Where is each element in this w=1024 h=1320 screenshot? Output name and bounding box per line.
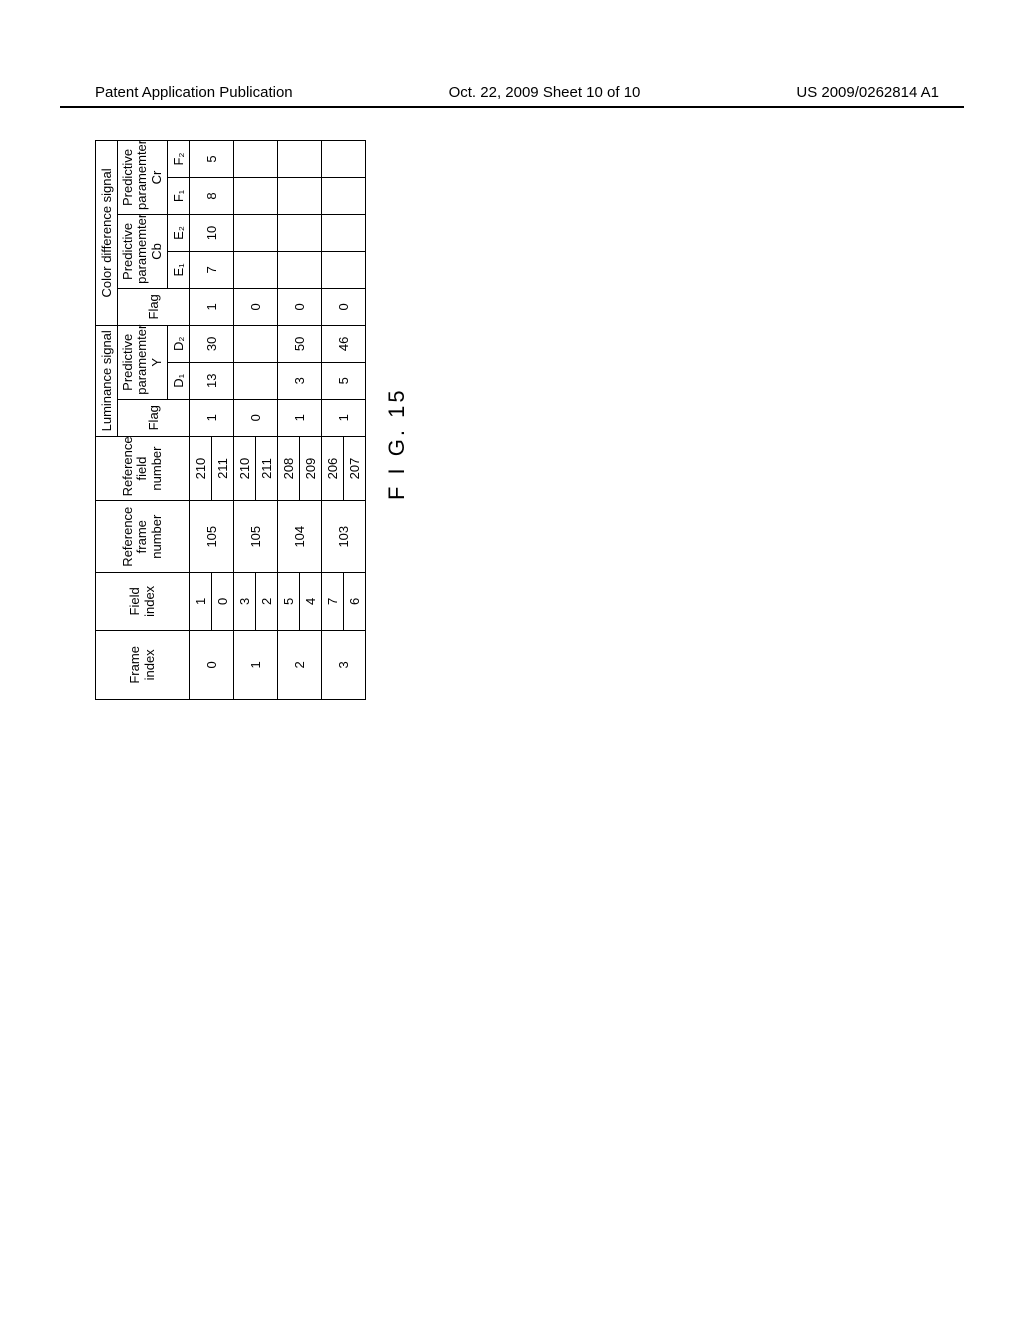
col-ref-field-number: Reference field number bbox=[96, 436, 190, 501]
header-center: Oct. 22, 2009 Sheet 10 of 10 bbox=[449, 84, 641, 101]
col-ref-frame-number: Reference frame number bbox=[96, 501, 190, 573]
cell bbox=[233, 178, 277, 215]
cell: 4 bbox=[299, 572, 321, 630]
cell bbox=[321, 214, 365, 251]
cell: 6 bbox=[343, 572, 365, 630]
col-field-index: Field index bbox=[96, 572, 190, 630]
cell bbox=[233, 251, 277, 288]
cell: 7 bbox=[189, 251, 233, 288]
cell: 0 bbox=[233, 288, 277, 325]
cell: 1 bbox=[233, 630, 277, 699]
col-pred-cr: Predictive paramemter Cr bbox=[118, 141, 168, 215]
cell: 211 bbox=[255, 436, 277, 501]
figure-15: Frame index Field index Reference frame … bbox=[95, 170, 655, 700]
group-color: Color difference signal bbox=[96, 141, 118, 326]
cell: 2 bbox=[255, 572, 277, 630]
cell: 30 bbox=[189, 325, 233, 362]
cell: 206 bbox=[321, 436, 343, 501]
cell: 46 bbox=[321, 325, 365, 362]
cell bbox=[233, 141, 277, 178]
cell: 0 bbox=[211, 572, 233, 630]
cell: 5 bbox=[277, 572, 299, 630]
cell: 105 bbox=[189, 501, 233, 573]
header-rule bbox=[60, 106, 964, 108]
cell: 3 bbox=[233, 572, 255, 630]
cell: 5 bbox=[189, 141, 233, 178]
cell: 50 bbox=[277, 325, 321, 362]
col-pred-y: Predictive paramemter Y bbox=[118, 325, 168, 399]
cell: 8 bbox=[189, 178, 233, 215]
col-e2: E₂ bbox=[167, 214, 189, 251]
cell bbox=[233, 362, 277, 399]
cell bbox=[277, 251, 321, 288]
cell: 1 bbox=[321, 399, 365, 436]
cell: 1 bbox=[189, 399, 233, 436]
cell: 7 bbox=[321, 572, 343, 630]
cell bbox=[321, 141, 365, 178]
cell bbox=[321, 251, 365, 288]
figure-caption: F I G. 15 bbox=[384, 170, 410, 500]
table-row: 2 5 104 208 1 3 50 0 bbox=[277, 141, 299, 700]
cell: 211 bbox=[211, 436, 233, 501]
cell: 103 bbox=[321, 501, 365, 573]
table-row: 3 7 103 206 1 5 46 0 bbox=[321, 141, 343, 700]
col-cflag: Flag bbox=[118, 288, 190, 325]
cell bbox=[277, 214, 321, 251]
col-e1: E₁ bbox=[167, 251, 189, 288]
cell: 1 bbox=[277, 399, 321, 436]
header-right: US 2009/0262814 A1 bbox=[796, 84, 939, 101]
cell bbox=[277, 178, 321, 215]
cell: 208 bbox=[277, 436, 299, 501]
cell: 0 bbox=[321, 288, 365, 325]
cell: 209 bbox=[299, 436, 321, 501]
cell bbox=[233, 325, 277, 362]
cell bbox=[277, 141, 321, 178]
cell: 5 bbox=[321, 362, 365, 399]
col-d1: D₁ bbox=[167, 362, 189, 399]
cell: 207 bbox=[343, 436, 365, 501]
cell: 0 bbox=[189, 630, 233, 699]
col-d2: D₂ bbox=[167, 325, 189, 362]
cell bbox=[233, 214, 277, 251]
table-row: 1 3 105 210 0 0 bbox=[233, 141, 255, 700]
cell: 3 bbox=[277, 362, 321, 399]
cell: 3 bbox=[321, 630, 365, 699]
col-pred-cb: Predictive paramemter Cb bbox=[118, 214, 168, 288]
group-luminance: Luminance signal bbox=[96, 325, 118, 436]
cell: 0 bbox=[233, 399, 277, 436]
table-row: 0 1 105 210 1 13 30 1 7 10 8 5 bbox=[189, 141, 211, 700]
header-left: Patent Application Publication bbox=[95, 84, 293, 101]
col-f2: F₂ bbox=[167, 141, 189, 178]
cell: 10 bbox=[189, 214, 233, 251]
cell: 210 bbox=[189, 436, 211, 501]
cell: 104 bbox=[277, 501, 321, 573]
cell: 1 bbox=[189, 572, 211, 630]
cell: 105 bbox=[233, 501, 277, 573]
col-lflag: Flag bbox=[118, 399, 190, 436]
cell: 13 bbox=[189, 362, 233, 399]
figure-table: Frame index Field index Reference frame … bbox=[95, 140, 366, 700]
col-f1: F₁ bbox=[167, 178, 189, 215]
col-frame-index: Frame index bbox=[96, 630, 190, 699]
cell: 2 bbox=[277, 630, 321, 699]
cell: 0 bbox=[277, 288, 321, 325]
cell: 210 bbox=[233, 436, 255, 501]
cell: 1 bbox=[189, 288, 233, 325]
cell bbox=[321, 178, 365, 215]
